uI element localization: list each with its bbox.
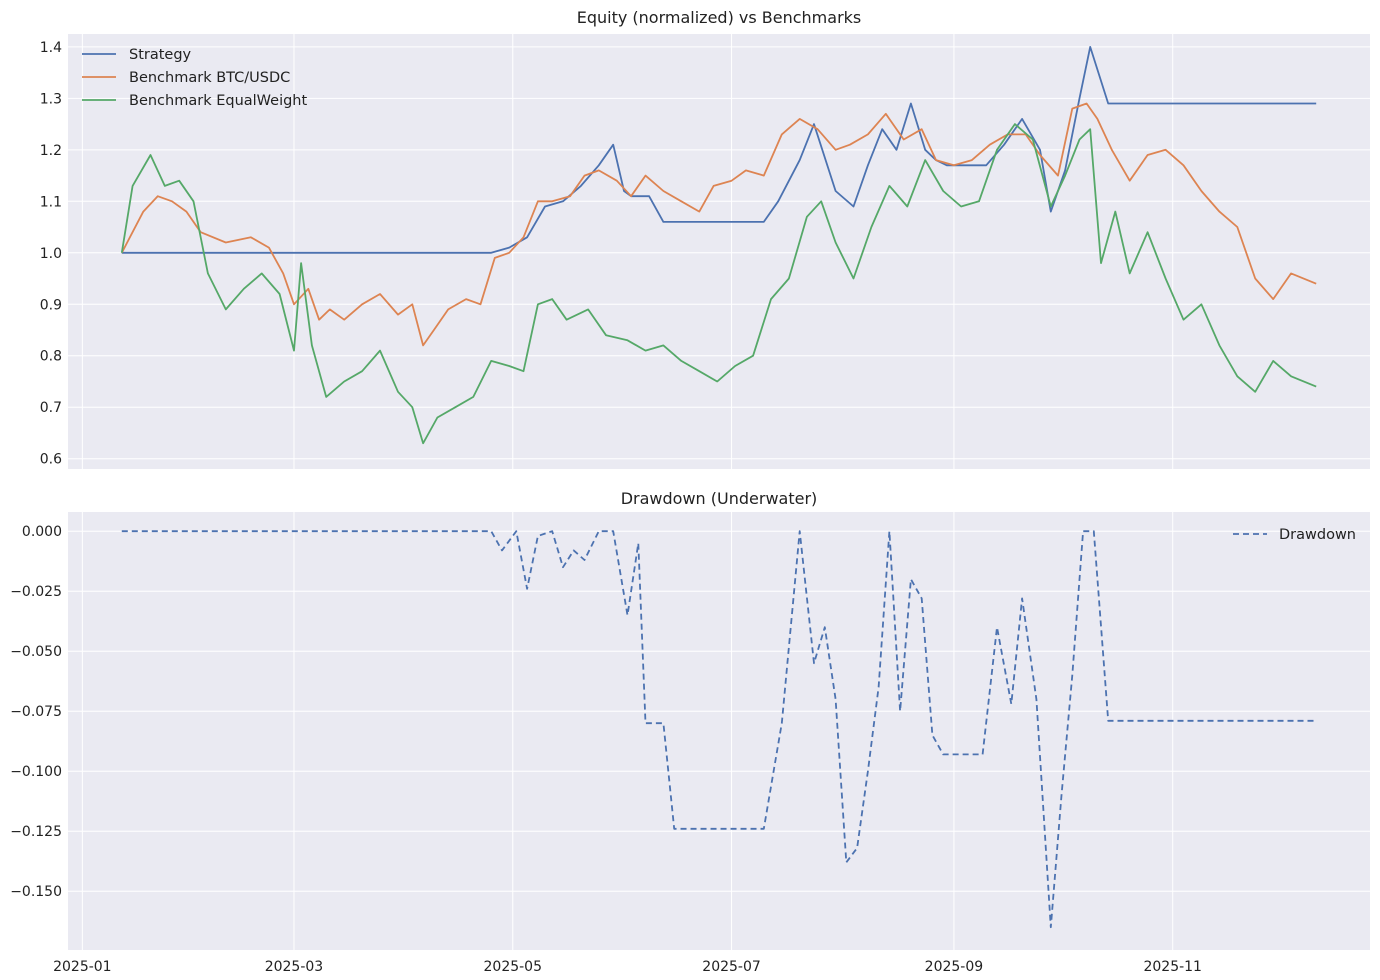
equity-chart-title: Equity (normalized) vs Benchmarks — [577, 8, 862, 27]
drawdown-y-tick-label: −0.125 — [10, 824, 62, 840]
drawdown-series-lines — [121, 530, 1317, 929]
equity-y-tick-label: 0.6 — [40, 452, 62, 468]
equity-plot-background — [68, 34, 1370, 469]
equity-y-tick-label: 1.1 — [40, 194, 62, 210]
legend-entry-label: Benchmark EqualWeight — [129, 93, 307, 109]
drawdown-y-tick-labels: 0.000 −0.025 −0.050 −0.075 −0.100 −0.125 −0.15… — [10, 524, 62, 900]
legend-entry-label: Drawdown — [1279, 527, 1356, 543]
drawdown-x-tick-label: 2025-03 — [265, 959, 324, 975]
drawdown-panel: 0.000 −0.025 −0.050 −0.075 −0.100 −0.125 −0.15… — [10, 489, 1370, 975]
drawdown-x-tick-label: 2025-01 — [53, 959, 112, 975]
equity-series-lines — [120, 46, 1317, 445]
equity-y-tick-label: 1.4 — [40, 40, 62, 56]
drawdown-y-tick-label: −0.025 — [10, 584, 62, 600]
drawdown-x-tick-label: 2025-09 — [925, 959, 984, 975]
drawdown-x-tick-label: 2025-11 — [1143, 959, 1202, 975]
series-line-strategy — [121, 46, 1317, 254]
drawdown-plot-background — [68, 512, 1370, 950]
equity-y-tick-label: 1.2 — [40, 143, 62, 159]
drawdown-y-tick-label: −0.075 — [10, 704, 62, 720]
drawdown-legend: Drawdown — [1233, 527, 1356, 543]
drawdown-y-tick-label: −0.100 — [10, 764, 62, 780]
equity-y-tick-label: 0.9 — [40, 297, 62, 313]
equity-y-tick-label: 0.7 — [40, 400, 62, 416]
series-line-drawdown — [121, 530, 1317, 929]
equity-y-tick-label: 0.8 — [40, 349, 62, 365]
equity-y-tick-labels: 0.6 0.7 0.8 0.9 1.0 1.1 1.2 1.3 1.4 — [40, 40, 62, 468]
drawdown-x-tick-label: 2025-05 — [484, 959, 543, 975]
equity-y-tick-label: 1.0 — [40, 246, 62, 262]
equity-panel: 0.6 0.7 0.8 0.9 1.0 1.1 1.2 1.3 1.4 Equity (norm… — [40, 8, 1370, 469]
drawdown-chart-title: Drawdown (Underwater) — [621, 489, 818, 508]
equity-legend: Strategy Benchmark BTC/USDC Benchmark Equa… — [82, 47, 307, 109]
drawdown-gridlines — [68, 512, 1370, 950]
equity-gridlines — [68, 34, 1370, 469]
legend-entry-label: Benchmark BTC/USDC — [129, 70, 290, 86]
series-line-benchmark-btc-usdc — [121, 102, 1317, 347]
series-line-benchmark-equalweight — [120, 123, 1317, 445]
drawdown-x-tick-labels: 2025-01 2025-03 2025-05 2025-07 2025-09 2025-… — [53, 959, 1202, 975]
drawdown-y-tick-label: −0.150 — [10, 884, 62, 900]
equity-y-tick-label: 1.3 — [40, 91, 62, 107]
drawdown-y-tick-label: −0.050 — [10, 644, 62, 660]
legend-entry-label: Strategy — [129, 47, 192, 63]
drawdown-y-tick-label: 0.000 — [22, 524, 62, 540]
drawdown-x-tick-label: 2025-07 — [702, 959, 761, 975]
